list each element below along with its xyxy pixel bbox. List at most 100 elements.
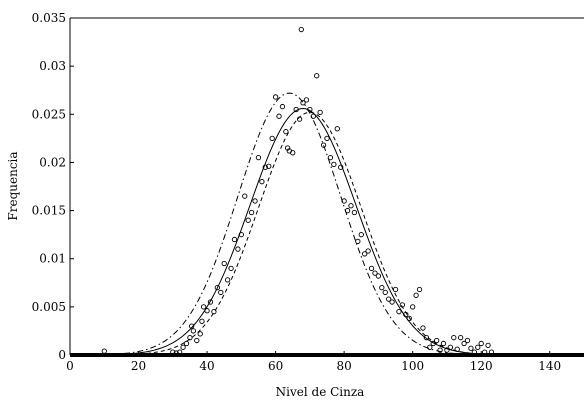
data-point	[245, 217, 251, 223]
data-point	[344, 207, 351, 214]
y-tick-label: 0.015	[32, 204, 66, 218]
x-axis: 0 20 40 60 80 100 120 140	[66, 351, 561, 373]
data-point	[372, 270, 378, 276]
data-point	[231, 236, 238, 243]
data-point	[170, 349, 176, 355]
data-point	[365, 248, 371, 254]
data-point	[211, 309, 217, 315]
data-point	[228, 265, 234, 271]
data-point	[224, 277, 231, 283]
data-point	[279, 103, 286, 110]
data-point	[362, 251, 368, 257]
x-axis-label: Nivel de Cinza	[276, 385, 365, 399]
data-point	[298, 26, 304, 33]
data-point	[197, 331, 203, 337]
data-point	[235, 246, 241, 252]
data-point	[355, 238, 361, 245]
plot-area	[69, 17, 584, 357]
data-point	[447, 344, 454, 350]
data-point	[327, 154, 334, 161]
data-point	[238, 231, 244, 238]
x-tick-label: 140	[538, 359, 561, 373]
data-point	[334, 126, 340, 132]
data-point	[406, 315, 412, 322]
data-point	[461, 340, 467, 347]
x-tick-label: 40	[199, 359, 214, 373]
fit-curves	[69, 92, 584, 356]
data-point	[296, 116, 303, 122]
data-point	[389, 299, 395, 305]
data-point	[314, 73, 320, 79]
data-point	[200, 304, 207, 310]
data-point	[242, 193, 248, 199]
data-point	[454, 346, 460, 352]
y-tick-label: 0.02	[39, 155, 66, 169]
data-point	[101, 348, 107, 354]
data-point	[194, 337, 200, 344]
data-point	[481, 349, 488, 355]
data-point	[207, 299, 214, 305]
data-point	[293, 106, 299, 113]
data-point	[272, 94, 279, 100]
y-tick-label: 0.035	[32, 11, 66, 25]
data-point	[183, 340, 190, 347]
data-point	[403, 311, 409, 318]
data-point	[485, 342, 491, 349]
x-tick-label: 100	[401, 359, 424, 373]
data-point	[303, 97, 310, 103]
y-tick-label: 0.025	[32, 107, 66, 121]
data-point	[416, 286, 423, 293]
data-point	[420, 325, 426, 331]
y-tick-label: 0	[58, 348, 66, 362]
data-point	[252, 198, 258, 204]
data-point	[348, 203, 354, 209]
y-tick-label: 0.01	[39, 252, 66, 266]
data-point	[382, 289, 388, 296]
data-point	[471, 349, 477, 355]
data-point	[283, 128, 289, 135]
dashed-line-curve	[69, 111, 584, 356]
data-point	[177, 349, 183, 355]
data-point	[475, 344, 481, 350]
data-point	[427, 344, 433, 350]
data-point	[248, 209, 255, 216]
data-point	[190, 328, 197, 334]
data-point	[204, 308, 210, 314]
data-point	[276, 113, 282, 119]
data-point	[351, 209, 358, 216]
data-point	[214, 284, 220, 291]
data-point	[331, 161, 337, 168]
data-point	[399, 302, 406, 308]
data-point	[396, 309, 402, 315]
data-point	[320, 142, 327, 148]
data-point	[457, 335, 464, 341]
x-tick-label: 20	[131, 359, 146, 373]
data-point	[300, 100, 306, 106]
data-point	[368, 265, 375, 271]
data-point	[464, 337, 471, 344]
data-point	[392, 286, 399, 293]
data-point	[317, 109, 323, 116]
data-point	[180, 344, 186, 350]
data-point	[444, 347, 450, 353]
data-point	[437, 347, 443, 353]
data-point	[468, 345, 474, 351]
data-point	[266, 163, 272, 169]
data-point	[478, 340, 484, 347]
data-point	[259, 179, 265, 185]
x-tick-label: 0	[66, 359, 74, 373]
data-point	[188, 323, 195, 329]
data-point	[488, 349, 495, 355]
data-point	[307, 106, 313, 113]
y-tick-label: 0.005	[32, 300, 66, 314]
data-point	[218, 289, 224, 296]
data-point	[413, 292, 419, 298]
y-tick-label: 0.03	[39, 59, 66, 73]
data-point	[358, 231, 364, 238]
data-point	[290, 150, 296, 156]
y-axis: 0 0.005 0.01 0.015 0.02 0.025 0.03 0.035	[32, 11, 74, 362]
data-point	[199, 318, 205, 324]
data-point	[221, 260, 227, 267]
data-point	[324, 135, 330, 142]
